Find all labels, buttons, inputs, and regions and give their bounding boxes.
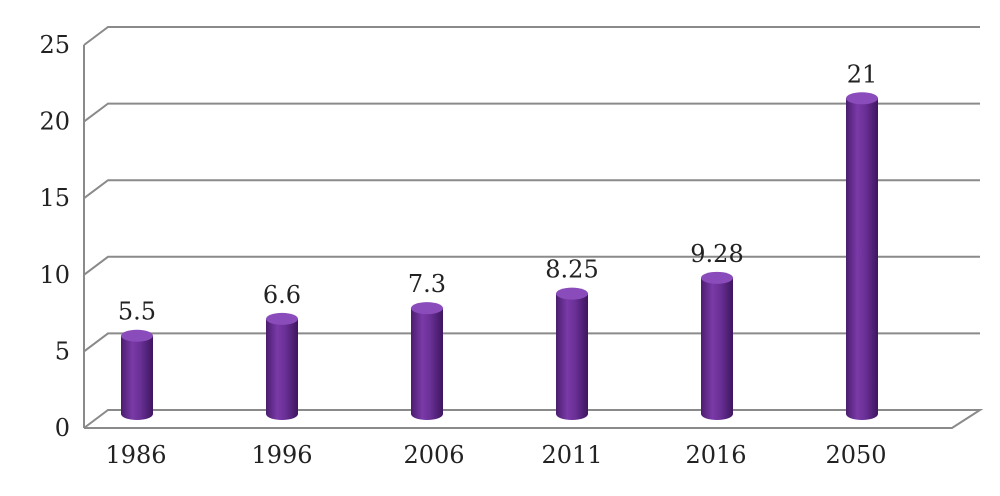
- data-label: 7.3: [408, 270, 446, 298]
- bar: [846, 92, 878, 420]
- gridline: [83, 179, 980, 199]
- data-label: 6.6: [263, 281, 301, 309]
- bar: [701, 271, 733, 420]
- x-tick-label: 2016: [685, 441, 746, 469]
- y-tick-label: 15: [39, 184, 70, 212]
- y-tick-label: 5: [55, 337, 70, 365]
- x-tick-label: 1996: [251, 441, 312, 469]
- x-tick-label: 2050: [825, 441, 886, 469]
- y-tick-label: 25: [39, 31, 70, 59]
- y-tick-label: 20: [39, 108, 70, 136]
- chart-bars: 5.5 6.6 7.3 8.25 9.28 21: [118, 60, 878, 420]
- y-tick-label: 10: [39, 261, 70, 289]
- gridline: [83, 332, 980, 353]
- y-tick-label: 0: [55, 414, 70, 442]
- chart-gridlines: [83, 26, 984, 429]
- gridline: [83, 26, 980, 46]
- data-label: 21: [847, 60, 878, 88]
- x-tick-label: 2006: [403, 441, 464, 469]
- y-axis-tick-labels: 0 5 10 15 20 25: [39, 31, 70, 442]
- data-label: 9.28: [690, 240, 743, 268]
- data-label: 5.5: [118, 298, 156, 326]
- gridline: [83, 102, 980, 123]
- x-tick-label: 2011: [541, 441, 602, 469]
- gridline: [83, 255, 980, 276]
- bar: [121, 329, 153, 420]
- bar: [556, 287, 588, 420]
- data-label: 8.25: [545, 256, 598, 284]
- chart-floor: [83, 409, 984, 429]
- x-axis-category-labels: 1986 1996 2006 2011 2016 2050: [105, 441, 886, 469]
- bar: [411, 302, 443, 420]
- bar: [266, 312, 298, 420]
- x-tick-label: 1986: [105, 441, 166, 469]
